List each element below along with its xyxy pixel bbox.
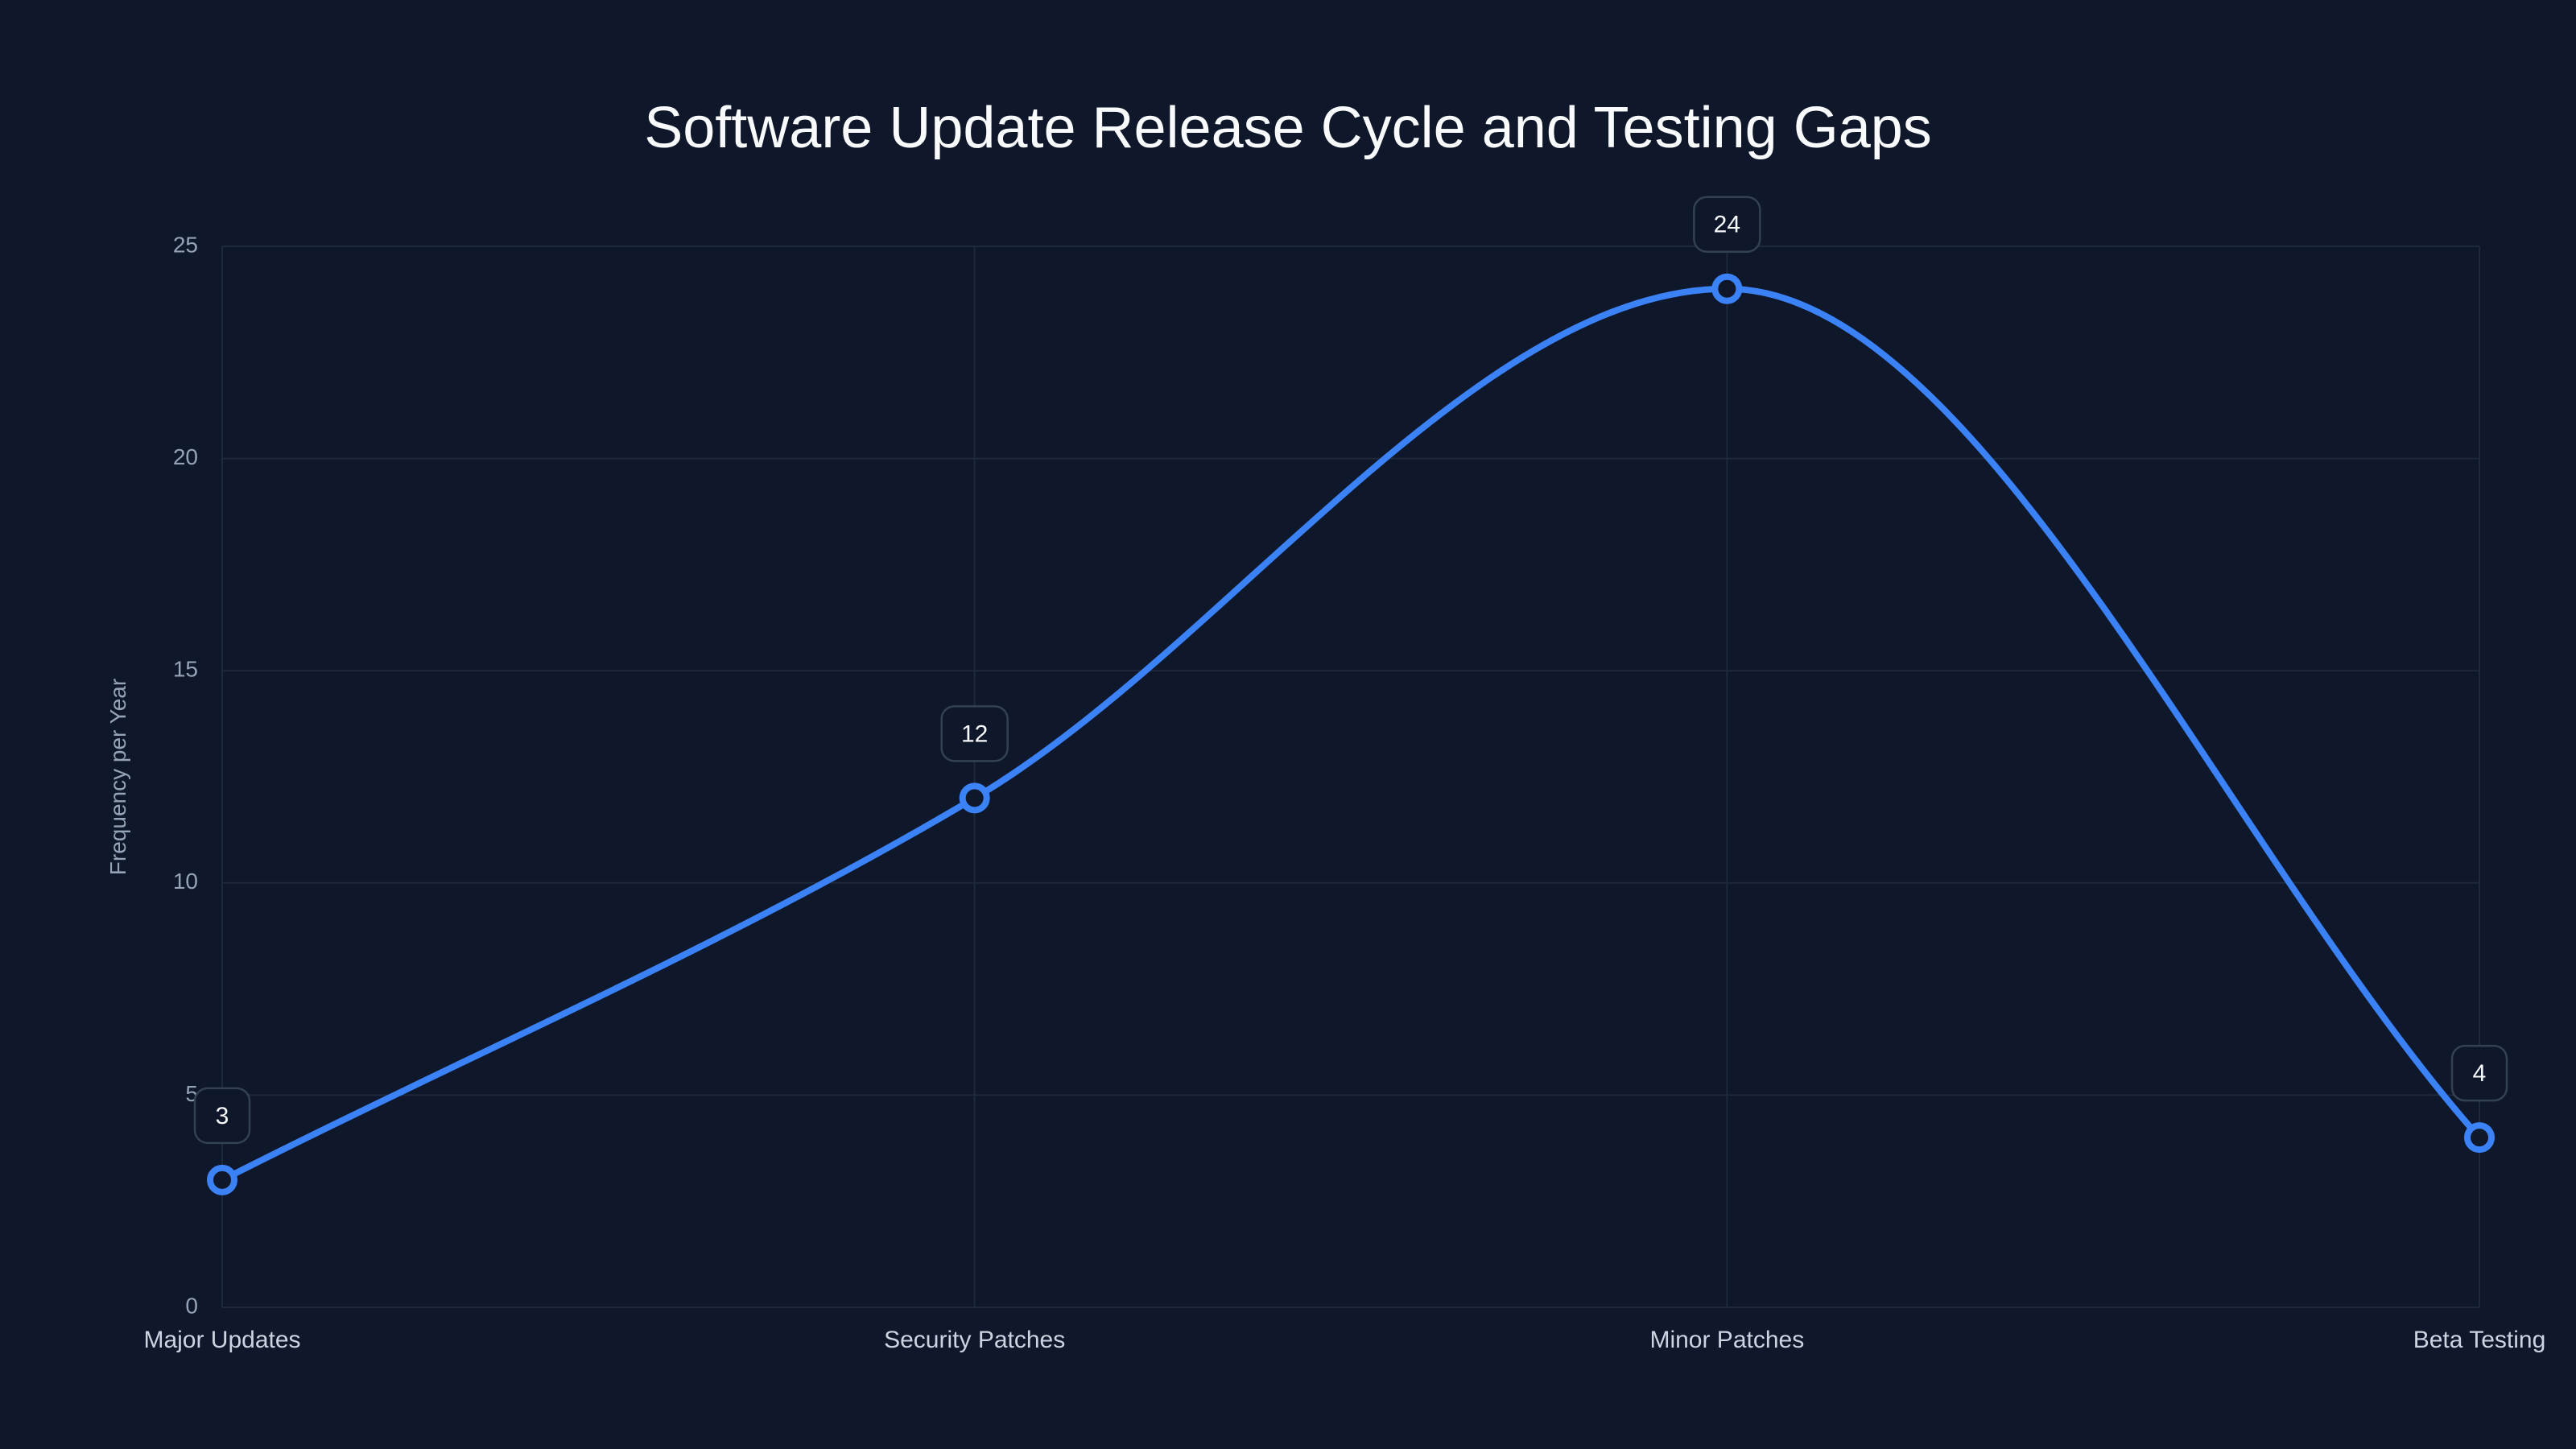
y-tick-label: 0 — [185, 1293, 198, 1318]
x-tick-label: Minor Patches — [1649, 1327, 1804, 1353]
data-label-value: 4 — [2473, 1060, 2487, 1087]
y-axis-label: Frequency per Year — [105, 679, 130, 875]
series-line — [219, 285, 2483, 1183]
x-tick-label: Security Patches — [884, 1327, 1065, 1353]
y-tick-label: 20 — [173, 444, 198, 469]
data-point-marker[interactable] — [207, 1164, 237, 1195]
data-label-box — [193, 1087, 251, 1145]
data-point-marker[interactable] — [2464, 1122, 2495, 1154]
data-label-box — [2450, 1044, 2508, 1102]
data-label-box — [1693, 196, 1761, 253]
x-tick-label: Major Updates — [143, 1327, 300, 1353]
y-tick-label: 15 — [173, 657, 198, 682]
y-tick-label: 25 — [173, 232, 198, 257]
data-point-marker[interactable] — [1711, 273, 1743, 304]
data-point-marker[interactable] — [959, 782, 990, 814]
data-label-box — [940, 705, 1009, 762]
data-label-value: 3 — [216, 1103, 229, 1129]
x-tick-label: Beta Testing — [2413, 1327, 2546, 1353]
data-label-value: 12 — [961, 720, 988, 747]
y-tick-label: 10 — [173, 869, 198, 894]
chart-title: Software Update Release Cycle and Testin… — [644, 96, 1932, 160]
data-label-value: 24 — [1714, 212, 1740, 238]
